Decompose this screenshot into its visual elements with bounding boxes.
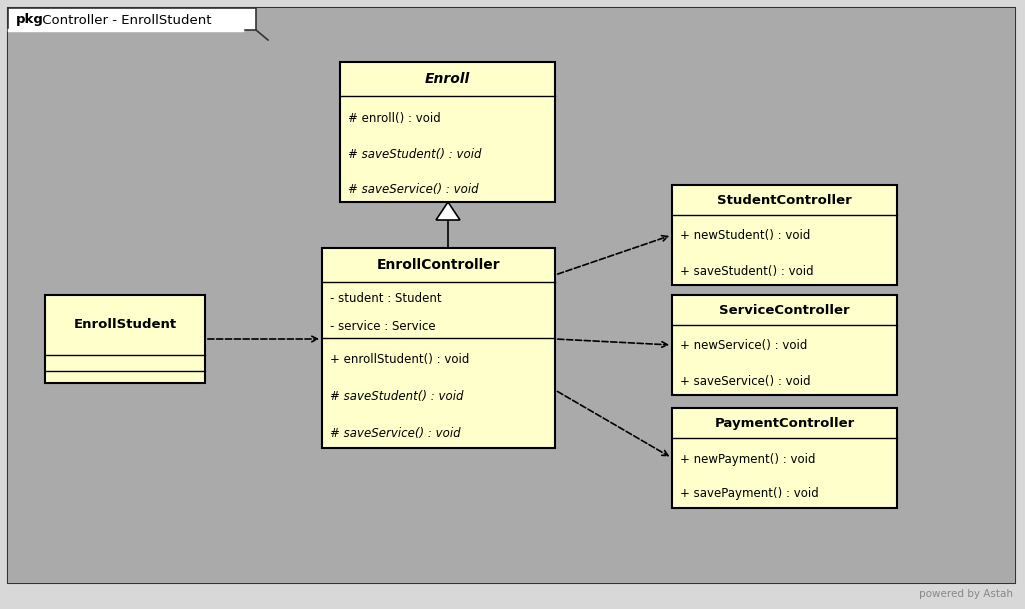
Bar xyxy=(45,295,205,383)
Bar xyxy=(672,295,897,395)
Text: # saveService() : void: # saveService() : void xyxy=(348,183,479,196)
Bar xyxy=(672,408,897,508)
Text: - student : Student: - student : Student xyxy=(330,292,442,305)
Text: + newStudent() : void: + newStudent() : void xyxy=(680,230,811,242)
Text: + newService() : void: + newService() : void xyxy=(680,339,808,353)
Text: # enroll() : void: # enroll() : void xyxy=(348,113,441,125)
Bar xyxy=(676,189,901,289)
Text: Controller - EnrollStudent: Controller - EnrollStudent xyxy=(38,13,211,27)
Text: powered by Astah: powered by Astah xyxy=(919,589,1013,599)
Bar xyxy=(672,185,897,285)
Bar xyxy=(49,299,209,387)
Text: - service : Service: - service : Service xyxy=(330,320,436,333)
Text: pkg: pkg xyxy=(16,13,44,27)
Text: ServiceController: ServiceController xyxy=(720,303,850,317)
Bar xyxy=(8,8,256,30)
Bar xyxy=(340,62,555,202)
Text: Enroll: Enroll xyxy=(425,72,470,86)
Text: + savePayment() : void: + savePayment() : void xyxy=(680,487,819,501)
Text: + newPayment() : void: + newPayment() : void xyxy=(680,452,816,465)
Bar xyxy=(676,412,901,512)
Bar xyxy=(322,248,555,448)
Text: EnrollStudent: EnrollStudent xyxy=(74,319,176,331)
Text: + saveStudent() : void: + saveStudent() : void xyxy=(680,264,814,278)
Bar xyxy=(326,252,559,452)
Bar xyxy=(344,66,559,206)
Text: # saveStudent() : void: # saveStudent() : void xyxy=(348,148,482,161)
Bar xyxy=(676,299,901,399)
Text: # saveService() : void: # saveService() : void xyxy=(330,427,460,440)
Text: + saveService() : void: + saveService() : void xyxy=(680,375,811,387)
Text: # saveStudent() : void: # saveStudent() : void xyxy=(330,390,463,403)
Text: PaymentController: PaymentController xyxy=(714,417,855,429)
Text: + enrollStudent() : void: + enrollStudent() : void xyxy=(330,353,469,367)
Text: EnrollController: EnrollController xyxy=(377,258,500,272)
Text: StudentController: StudentController xyxy=(718,194,852,206)
Polygon shape xyxy=(436,202,460,220)
